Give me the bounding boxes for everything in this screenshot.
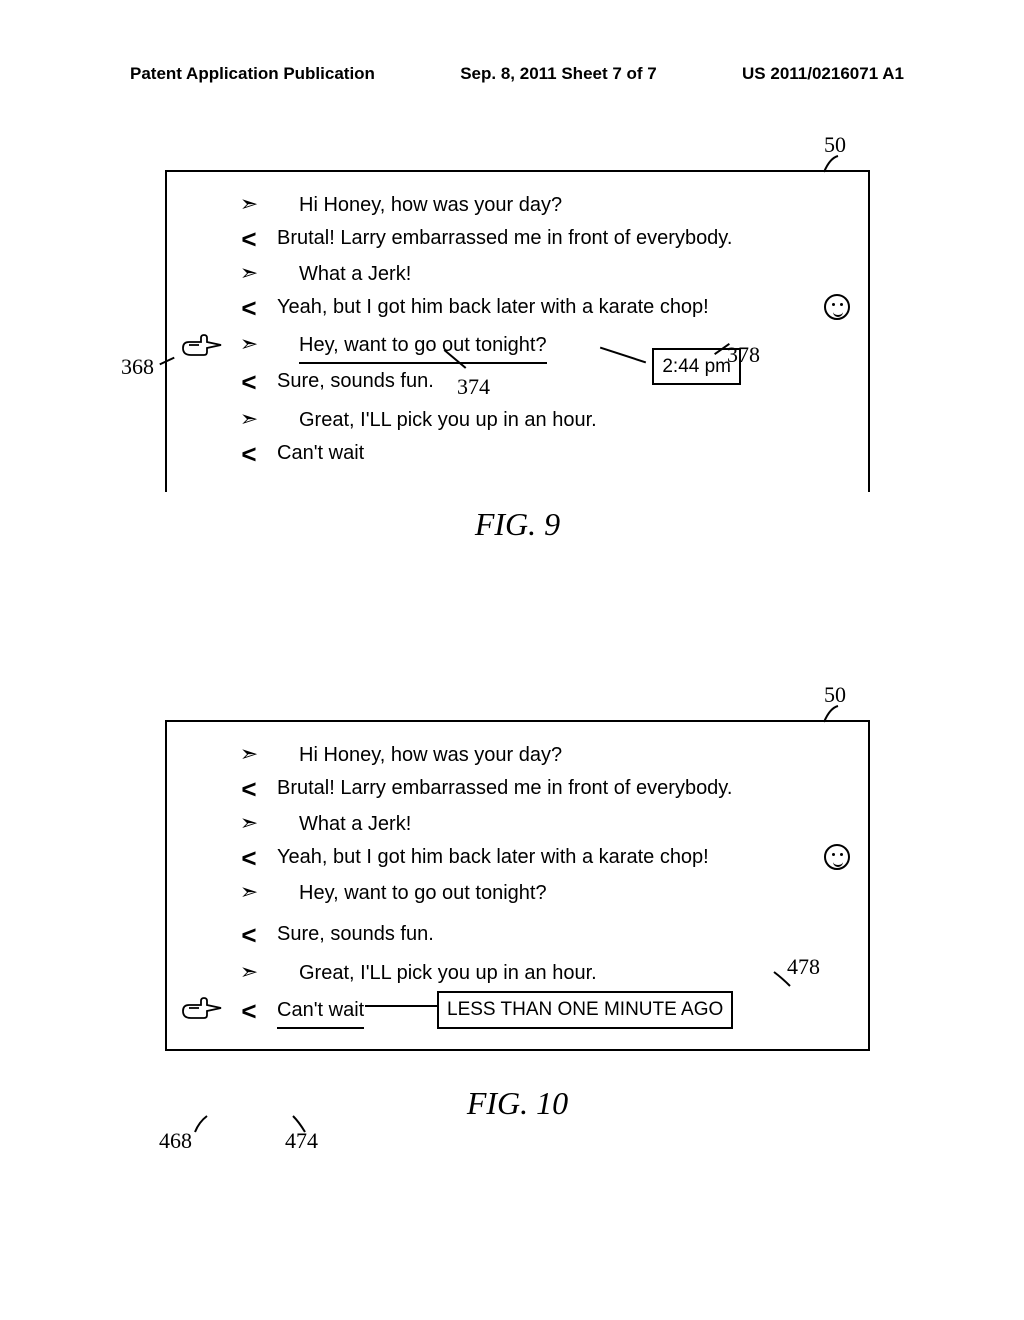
msg-text: Brutal! Larry embarrassed me in front of… (271, 223, 856, 254)
arrow-out-icon (237, 878, 261, 907)
arrow-out-icon (237, 330, 261, 359)
arrow-out-icon (237, 958, 261, 987)
pointer-hand-icon (181, 995, 225, 1021)
msg-row: Sure, sounds fun. (237, 919, 856, 953)
msg-text: Hey, want to go out tonight? (271, 330, 856, 364)
msg-text: Sure, sounds fun. (271, 919, 856, 950)
header-center: Sep. 8, 2011 Sheet 7 of 7 (460, 64, 657, 84)
msg-text: Can't wait (271, 438, 856, 469)
msg-text: What a Jerk! (271, 809, 856, 840)
arrow-in-icon (237, 292, 261, 326)
msg-text: Hey, want to go out tonight? (271, 878, 856, 909)
arrow-in-icon (237, 842, 261, 876)
lead-line-368 (159, 357, 174, 366)
msg-text: Hi Honey, how was your day? (271, 190, 856, 221)
msg-row: Hi Honey, how was your day? (237, 190, 856, 221)
msg-row: Brutal! Larry embarrassed me in front of… (237, 223, 856, 257)
selected-text: Can't wait (277, 995, 364, 1029)
msg-text: Great, I'LL pick you up in an hour. (271, 405, 856, 436)
ref-368: 368 (121, 350, 154, 384)
lead-line-468 (193, 1114, 209, 1134)
lead-line (365, 1005, 437, 1007)
msg-row: Great, I'LL pick you up in an hour. (237, 958, 856, 989)
msg-row: Sure, sounds fun. (237, 366, 856, 400)
arrow-out-icon (237, 405, 261, 434)
smiley-icon (824, 294, 850, 320)
arrow-in-icon (237, 995, 261, 1029)
ref-378: 378 (727, 338, 760, 372)
msg-row: Can't wait (237, 438, 856, 472)
figure-9: 50 Hi Honey, how was your day? Brutal! L… (165, 170, 870, 543)
arrow-in-icon (237, 366, 261, 400)
arrow-in-icon (237, 438, 261, 472)
msg-row: Great, I'LL pick you up in an hour. (237, 405, 856, 436)
msg-row: Yeah, but I got him back later with a ka… (237, 292, 856, 326)
arrow-out-icon (237, 809, 261, 838)
selected-text: Hey, want to go out tonight? (299, 330, 547, 364)
figure-caption: FIG. 10 (165, 1085, 870, 1122)
header-left: Patent Application Publication (130, 64, 375, 84)
screen-fig10: Hi Honey, how was your day? Brutal! Larr… (165, 720, 870, 1051)
msg-row: What a Jerk! (237, 259, 856, 290)
msg-text: Yeah, but I got him back later with a ka… (271, 292, 856, 323)
lead-line-478 (772, 970, 792, 990)
arrow-out-icon (237, 740, 261, 769)
msg-text: What a Jerk! (271, 259, 856, 290)
arrow-out-icon (237, 190, 261, 219)
msg-row: Brutal! Larry embarrassed me in front of… (237, 773, 856, 807)
page-header: Patent Application Publication Sep. 8, 2… (0, 64, 1024, 84)
ref-468: 468 (159, 1128, 192, 1154)
msg-row: Yeah, but I got him back later with a ka… (237, 842, 856, 876)
arrow-in-icon (237, 919, 261, 953)
msg-text: Sure, sounds fun. (271, 366, 856, 397)
smiley-icon (824, 844, 850, 870)
msg-text: Yeah, but I got him back later with a ka… (271, 842, 856, 873)
lead-line-474 (291, 1114, 307, 1134)
msg-row-selected[interactable]: Hey, want to go out tonight? 2:44 pm (237, 330, 856, 364)
msg-text: Hi Honey, how was your day? (271, 740, 856, 771)
time-callout: LESS THAN ONE MINUTE AGO (437, 991, 733, 1028)
figure-10: 50 Hi Honey, how was your day? Brutal! L… (165, 720, 870, 1122)
figure-caption: FIG. 9 (165, 506, 870, 543)
msg-row: Hi Honey, how was your day? (237, 740, 856, 771)
msg-row-selected[interactable]: Can't wait LESS THAN ONE MINUTE AGO (237, 995, 856, 1029)
msg-row: What a Jerk! (237, 809, 856, 840)
pointer-hand-icon (181, 332, 225, 358)
arrow-in-icon (237, 223, 261, 257)
arrow-out-icon (237, 259, 261, 288)
header-right: US 2011/0216071 A1 (742, 64, 904, 84)
msg-row: Hey, want to go out tonight? (237, 878, 856, 909)
msg-text: Great, I'LL pick you up in an hour. (271, 958, 856, 989)
ref-374: 374 (457, 370, 490, 404)
screen-fig9: Hi Honey, how was your day? Brutal! Larr… (165, 170, 870, 492)
msg-text: Brutal! Larry embarrassed me in front of… (271, 773, 856, 804)
arrow-in-icon (237, 773, 261, 807)
